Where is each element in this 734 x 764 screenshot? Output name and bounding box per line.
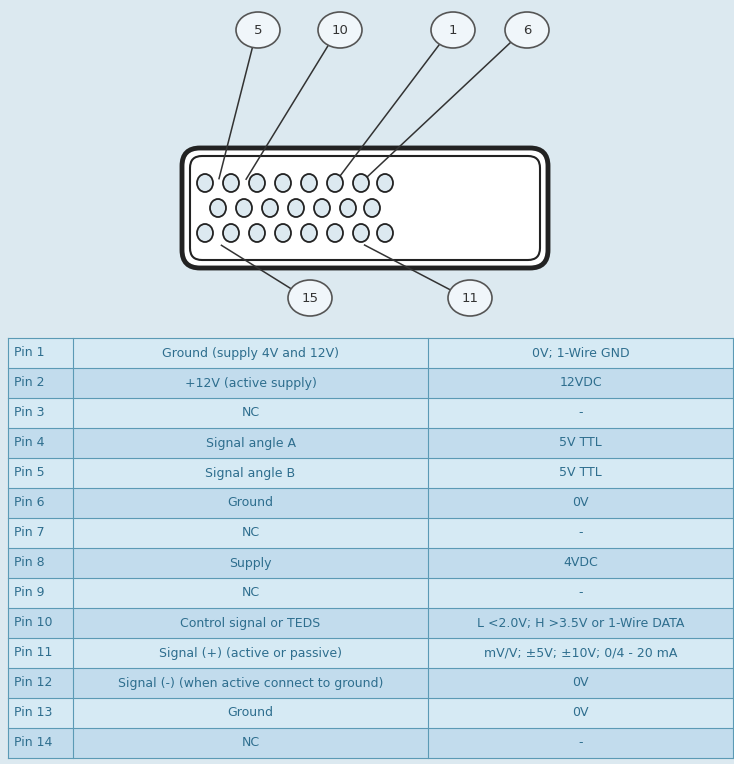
Ellipse shape: [236, 199, 252, 217]
Text: 5: 5: [254, 24, 262, 37]
Bar: [8, 428, 733, 458]
Text: 0V: 0V: [573, 676, 589, 689]
Text: Supply: Supply: [229, 556, 272, 569]
Ellipse shape: [288, 199, 304, 217]
Bar: [8, 638, 733, 668]
Text: Signal angle A: Signal angle A: [206, 436, 296, 449]
Text: Pin 13: Pin 13: [14, 707, 52, 720]
Bar: [8, 458, 733, 488]
Ellipse shape: [249, 224, 265, 242]
Text: Pin 7: Pin 7: [14, 526, 45, 539]
Ellipse shape: [377, 174, 393, 192]
Ellipse shape: [327, 174, 343, 192]
Ellipse shape: [197, 174, 213, 192]
Text: 5V TTL: 5V TTL: [559, 467, 602, 480]
Text: Pin 12: Pin 12: [14, 676, 52, 689]
FancyBboxPatch shape: [182, 148, 548, 268]
Text: 0V; 1-Wire GND: 0V; 1-Wire GND: [531, 347, 629, 360]
Text: Pin 8: Pin 8: [14, 556, 45, 569]
Ellipse shape: [301, 174, 317, 192]
Bar: [8, 518, 733, 548]
Bar: [8, 368, 733, 398]
Text: Pin 11: Pin 11: [14, 646, 52, 659]
Text: NC: NC: [241, 736, 260, 749]
Text: NC: NC: [241, 406, 260, 419]
Text: Control signal or TEDS: Control signal or TEDS: [181, 617, 321, 630]
Text: NC: NC: [241, 526, 260, 539]
Bar: [8, 548, 733, 578]
Text: Pin 4: Pin 4: [14, 436, 45, 449]
Ellipse shape: [505, 12, 549, 48]
Bar: [8, 698, 733, 728]
Text: Ground (supply 4V and 12V): Ground (supply 4V and 12V): [162, 347, 339, 360]
Text: 4VDC: 4VDC: [563, 556, 598, 569]
Bar: [8, 728, 733, 758]
Ellipse shape: [340, 199, 356, 217]
Text: Signal (-) (when active connect to ground): Signal (-) (when active connect to groun…: [118, 676, 383, 689]
Ellipse shape: [364, 199, 380, 217]
Ellipse shape: [353, 224, 369, 242]
Text: Signal (+) (active or passive): Signal (+) (active or passive): [159, 646, 342, 659]
Ellipse shape: [301, 224, 317, 242]
Text: -: -: [578, 587, 583, 600]
Text: -: -: [578, 736, 583, 749]
Text: Ground: Ground: [228, 707, 274, 720]
Bar: [8, 608, 733, 638]
Text: -: -: [578, 406, 583, 419]
Ellipse shape: [275, 224, 291, 242]
Text: Pin 9: Pin 9: [14, 587, 45, 600]
Ellipse shape: [275, 174, 291, 192]
Text: Pin 6: Pin 6: [14, 497, 45, 510]
Text: Pin 1: Pin 1: [14, 347, 45, 360]
Text: Pin 3: Pin 3: [14, 406, 45, 419]
Text: 12VDC: 12VDC: [559, 377, 602, 390]
Text: 5V TTL: 5V TTL: [559, 436, 602, 449]
Text: 11: 11: [462, 292, 479, 305]
Ellipse shape: [377, 224, 393, 242]
Text: Pin 5: Pin 5: [14, 467, 45, 480]
Text: NC: NC: [241, 587, 260, 600]
Bar: [8, 398, 733, 428]
Text: 15: 15: [302, 292, 319, 305]
Text: Pin 2: Pin 2: [14, 377, 45, 390]
Text: L <2.0V; H >3.5V or 1-Wire DATA: L <2.0V; H >3.5V or 1-Wire DATA: [477, 617, 684, 630]
Text: 6: 6: [523, 24, 531, 37]
Bar: [8, 578, 733, 608]
Text: -: -: [578, 526, 583, 539]
Text: 0V: 0V: [573, 707, 589, 720]
Ellipse shape: [288, 280, 332, 316]
Text: mV/V; ±5V; ±10V; 0/4 - 20 mA: mV/V; ±5V; ±10V; 0/4 - 20 mA: [484, 646, 677, 659]
Bar: [8, 668, 733, 698]
Text: Pin 14: Pin 14: [14, 736, 52, 749]
Bar: [8, 338, 733, 368]
Text: Pin 10: Pin 10: [14, 617, 53, 630]
Ellipse shape: [262, 199, 278, 217]
Text: Signal angle B: Signal angle B: [206, 467, 296, 480]
Ellipse shape: [327, 224, 343, 242]
Ellipse shape: [431, 12, 475, 48]
Bar: [8, 488, 733, 518]
Text: 0V: 0V: [573, 497, 589, 510]
Text: +12V (active supply): +12V (active supply): [184, 377, 316, 390]
Ellipse shape: [223, 224, 239, 242]
Text: 10: 10: [332, 24, 349, 37]
Ellipse shape: [314, 199, 330, 217]
Ellipse shape: [236, 12, 280, 48]
Ellipse shape: [448, 280, 492, 316]
Ellipse shape: [223, 174, 239, 192]
Ellipse shape: [249, 174, 265, 192]
Ellipse shape: [210, 199, 226, 217]
Ellipse shape: [318, 12, 362, 48]
Ellipse shape: [197, 224, 213, 242]
Text: Ground: Ground: [228, 497, 274, 510]
Ellipse shape: [353, 174, 369, 192]
Text: 1: 1: [448, 24, 457, 37]
